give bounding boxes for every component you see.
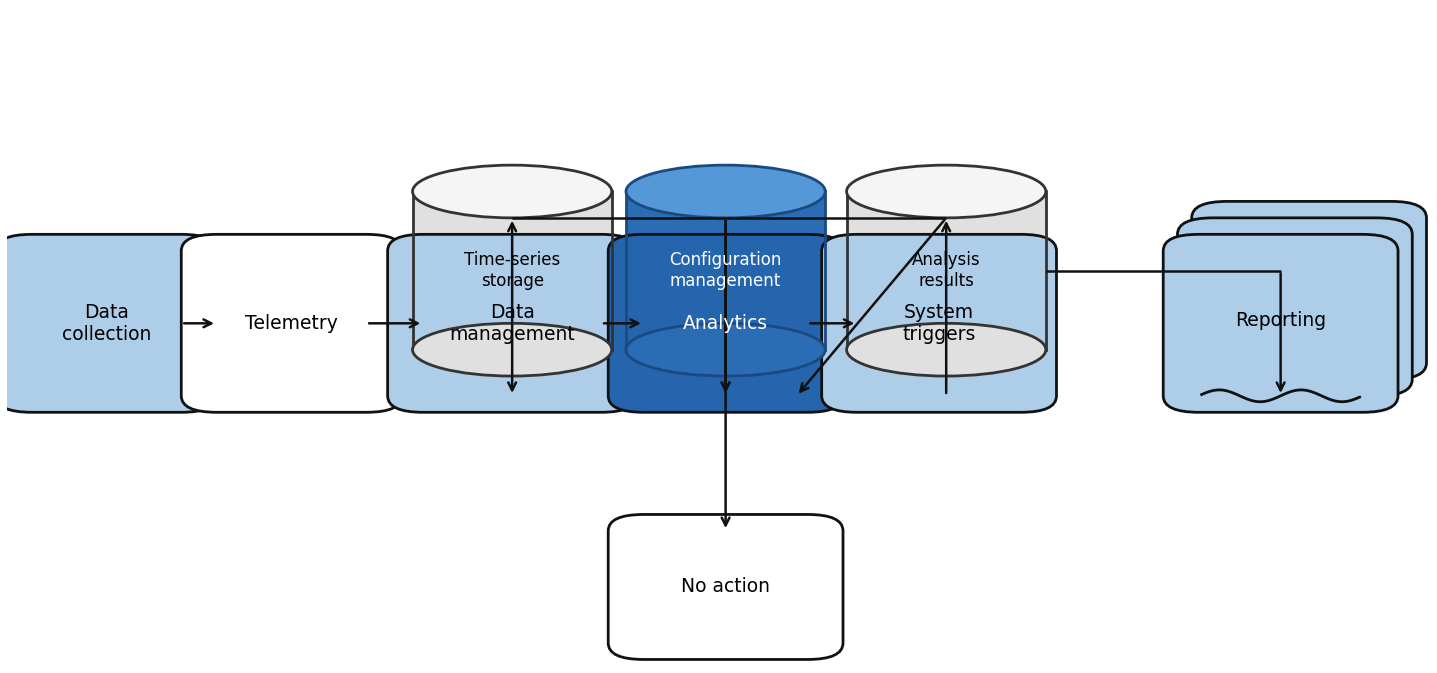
FancyBboxPatch shape — [608, 234, 844, 413]
Ellipse shape — [846, 165, 1046, 218]
Ellipse shape — [627, 323, 825, 376]
FancyBboxPatch shape — [822, 234, 1056, 413]
FancyBboxPatch shape — [388, 234, 637, 413]
Text: Data
collection: Data collection — [62, 303, 151, 344]
Bar — [627, 192, 825, 350]
Text: Data
management: Data management — [450, 303, 575, 344]
FancyBboxPatch shape — [608, 514, 844, 660]
Bar — [846, 192, 1046, 350]
FancyBboxPatch shape — [1163, 234, 1398, 413]
Text: Analytics: Analytics — [683, 314, 769, 333]
Text: System
triggers: System triggers — [902, 303, 976, 344]
Ellipse shape — [412, 165, 612, 218]
FancyBboxPatch shape — [1177, 218, 1413, 396]
Text: Telemetry: Telemetry — [246, 314, 338, 333]
FancyBboxPatch shape — [0, 234, 217, 413]
FancyBboxPatch shape — [181, 234, 402, 413]
Ellipse shape — [846, 323, 1046, 376]
Text: Configuration
management: Configuration management — [670, 251, 782, 290]
Text: No action: No action — [681, 577, 770, 596]
Text: Time-series
storage: Time-series storage — [464, 251, 560, 290]
Bar — [412, 192, 612, 350]
Text: Reporting: Reporting — [1234, 310, 1326, 330]
FancyBboxPatch shape — [1191, 201, 1427, 380]
Ellipse shape — [627, 165, 825, 218]
Ellipse shape — [412, 323, 612, 376]
Text: Analysis
results: Analysis results — [912, 251, 980, 290]
